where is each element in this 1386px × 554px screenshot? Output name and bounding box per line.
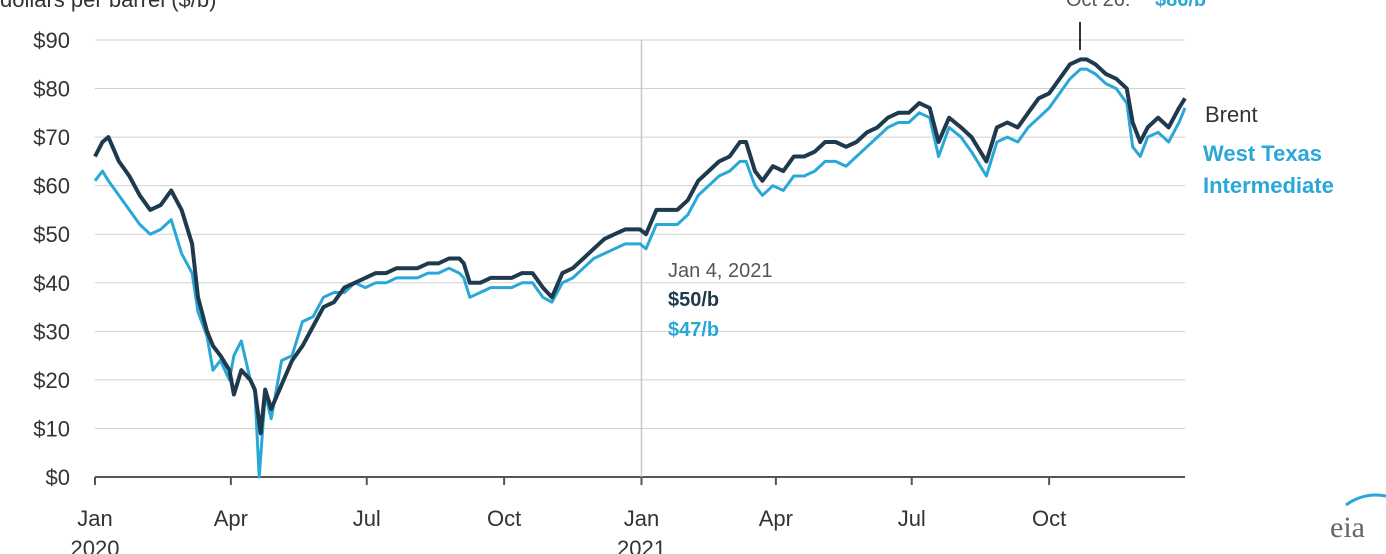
x-tick-label: Jul: [898, 506, 926, 531]
annotation-jan4-brent-value: $50/b: [668, 289, 719, 311]
eia-logo: eia: [1330, 511, 1365, 544]
legend-wti-line2: Intermediate: [1203, 173, 1334, 198]
annotation-jan4: Jan 4, 2021 $50/b $47/b: [668, 260, 773, 341]
y-tick-label: $30: [33, 319, 70, 344]
annotation-oct26-date: Oct 26:: [1066, 0, 1130, 11]
annotation-jan4-wti-value: $47/b: [668, 319, 719, 341]
y-tick-label: $80: [33, 77, 70, 102]
y-tick-label: $10: [33, 416, 70, 441]
x-tick-label: Oct: [1032, 506, 1066, 531]
y-tick-label: $60: [33, 174, 70, 199]
x-tick-label: Jul: [353, 506, 381, 531]
y-tick-label: $40: [33, 271, 70, 296]
y-tick-label: $20: [33, 368, 70, 393]
y-axis-ticks: $0 $10 $20 $30 $40 $50 $60 $70 $80 $90: [33, 28, 70, 490]
x-axis-ticks: Jan 2020 Apr Jul Oct Jan 2021 Apr Jul Oct: [71, 477, 1066, 554]
x-tick-year: 2020: [71, 536, 120, 554]
x-tick-label: Oct: [487, 506, 521, 531]
series-lines: [93, 57, 1187, 479]
x-tick-year: 2021: [617, 536, 666, 554]
x-tick-label: Apr: [214, 506, 248, 531]
series-line-brent: [93, 57, 1187, 436]
legend-brent: Brent: [1205, 102, 1258, 127]
annotation-jan4-date: Jan 4, 2021: [668, 260, 773, 282]
x-tick-label: Jan: [77, 506, 112, 531]
legend: Brent West Texas Intermediate: [1203, 102, 1334, 198]
annotation-oct26: Oct 26: $86/b: [1066, 0, 1206, 50]
x-tick-label: Jan: [624, 506, 659, 531]
x-tick-label: Apr: [759, 506, 793, 531]
y-tick-label: $50: [33, 222, 70, 247]
legend-wti-line1: West Texas: [1203, 141, 1322, 166]
annotation-oct26-wti-value: $86/b: [1155, 0, 1206, 11]
y-tick-label: $70: [33, 125, 70, 150]
y-axis-label: dollars per barrel ($/b): [0, 0, 216, 12]
y-tick-label: $0: [46, 465, 70, 490]
eia-logo-swoosh: [1345, 493, 1386, 507]
y-tick-label: $90: [33, 28, 70, 53]
